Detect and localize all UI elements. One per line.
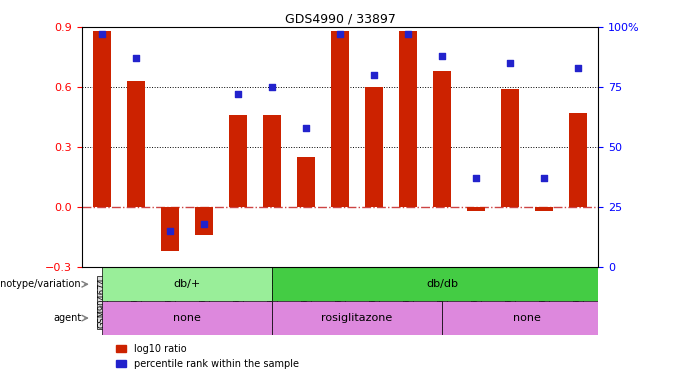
Bar — [126, 81, 146, 207]
Point — [233, 91, 243, 97]
Point — [131, 55, 141, 61]
Bar — [102, 267, 272, 301]
Bar — [272, 301, 442, 335]
Text: db/+: db/+ — [173, 279, 201, 289]
Text: none: none — [513, 313, 541, 323]
Point — [573, 65, 583, 71]
Bar — [296, 157, 316, 207]
Point — [165, 228, 175, 234]
Bar — [102, 301, 272, 335]
Bar — [500, 89, 520, 207]
Point — [403, 31, 413, 37]
Bar — [568, 113, 588, 207]
Bar — [228, 115, 248, 207]
Title: GDS4990 / 33897: GDS4990 / 33897 — [284, 13, 396, 26]
Bar — [442, 301, 612, 335]
Bar — [466, 207, 486, 211]
Point — [437, 53, 447, 59]
Bar — [262, 115, 282, 207]
Bar — [330, 31, 350, 207]
Text: db/db: db/db — [426, 279, 458, 289]
Point — [199, 221, 209, 227]
Legend: log10 ratio, percentile rank within the sample: log10 ratio, percentile rank within the … — [112, 340, 303, 372]
Bar — [92, 31, 112, 207]
Bar — [534, 207, 554, 211]
Bar — [364, 87, 384, 207]
Point — [471, 175, 481, 182]
Bar — [194, 207, 214, 235]
Bar — [160, 207, 180, 251]
Point — [505, 60, 515, 66]
Point — [369, 72, 379, 78]
Bar — [272, 267, 612, 301]
Point — [267, 84, 277, 90]
Text: genotype/variation: genotype/variation — [0, 279, 82, 289]
Text: none: none — [173, 313, 201, 323]
Bar — [432, 71, 452, 207]
Text: agent: agent — [53, 313, 82, 323]
Point — [335, 31, 345, 37]
Text: rosiglitazone: rosiglitazone — [322, 313, 392, 323]
Point — [539, 175, 549, 182]
Point — [97, 31, 107, 37]
Bar — [398, 31, 418, 207]
Point — [301, 125, 311, 131]
